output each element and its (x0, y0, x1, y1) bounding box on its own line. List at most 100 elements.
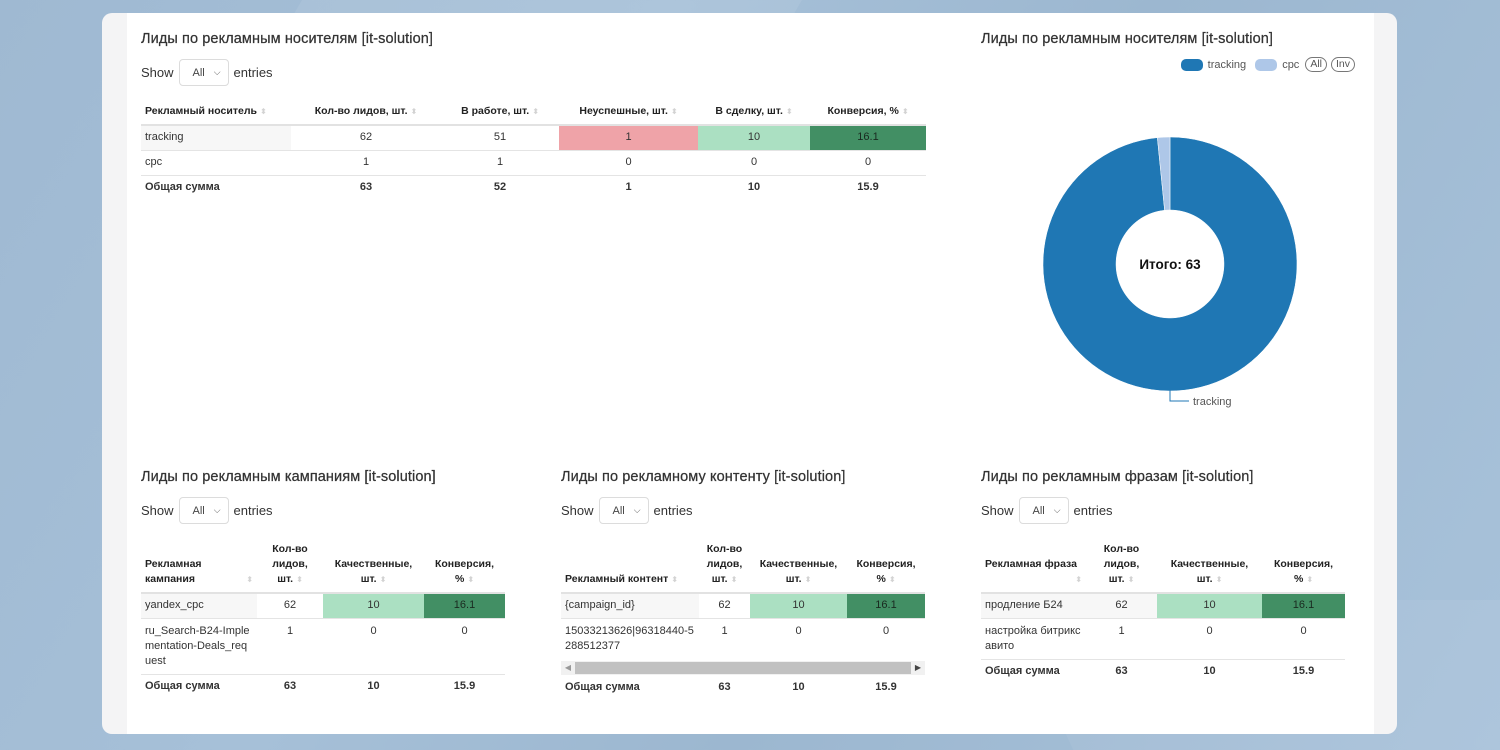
chevron-down-icon: ⌵ (633, 505, 641, 515)
sort-icon: ⬍ (1306, 575, 1314, 584)
column-header[interactable]: Рекламная фраза ⬍ (981, 538, 1086, 594)
cell: настройка битрикс авито (981, 618, 1086, 660)
table-row: cpc 1 1 0 0 0 (141, 150, 926, 176)
cell: 15.9 (453, 680, 476, 693)
slice-label-leader (1169, 390, 1189, 402)
sort-icon: ⬍ (1215, 575, 1223, 584)
content-table-footer: Общая сумма 63 10 15.9 (561, 675, 925, 700)
cell: yandex_cpc (141, 593, 257, 619)
table-row: {campaign_id} 62 10 16.1 (561, 593, 925, 619)
cell: 15.9 (875, 680, 897, 693)
legend-invert-button[interactable]: Inv (1330, 57, 1355, 72)
sort-icon: ⬍ (246, 575, 253, 584)
chevron-down-icon: ⌵ (213, 505, 221, 515)
cell: 16.1 (424, 593, 505, 619)
panel-title: Лиды по рекламным носителям [it-solution… (981, 31, 1274, 47)
column-header[interactable]: Кол-во лидов, шт. ⬍ (257, 538, 323, 594)
content-table-panel: Лиды по рекламному контенту [it-solution… (561, 469, 926, 700)
column-header[interactable]: Рекламный контент ⬍ (561, 538, 699, 594)
entries-label: entries (653, 503, 693, 518)
carriers-table-panel: Лиды по рекламным носителям [it-solution… (141, 31, 926, 200)
select-value: All (1032, 504, 1045, 517)
entries-select[interactable]: All ⌵ (598, 497, 649, 524)
legend-all-button[interactable]: All (1305, 57, 1327, 72)
sort-icon: ⬍ (410, 107, 418, 116)
table-row: ru_Search-B24-Implementation-Deals_reque… (141, 618, 505, 675)
sort-icon: ⬍ (671, 575, 678, 584)
cell: 15.9 (1292, 665, 1315, 678)
donut-slice-tracking[interactable] (1042, 136, 1298, 392)
cell: 1 (291, 150, 441, 176)
sort-icon: ⬍ (888, 575, 896, 584)
cell: 1 (441, 150, 559, 176)
page-length-control: Show All ⌵ entries (141, 59, 926, 86)
show-label: Show (981, 503, 1014, 518)
legend-swatch-cpc[interactable] (1255, 58, 1278, 71)
cell: Общая сумма (565, 680, 640, 693)
sort-icon: ⬍ (379, 575, 387, 584)
cell: 0 (795, 624, 802, 637)
horizontal-scrollbar[interactable]: ◀ ▶ (561, 660, 925, 675)
donut-slice-cpc[interactable] (1157, 136, 1171, 211)
cell: 16.1 (1262, 593, 1345, 619)
legend-swatch-tracking[interactable] (1180, 58, 1203, 71)
cell: 10 (1203, 665, 1216, 678)
cell: {campaign_id} (561, 593, 699, 619)
donut-center-label: Итого: 63 (1139, 257, 1201, 272)
cell: 62 (257, 593, 323, 619)
entries-label: entries (233, 503, 273, 518)
cell: tracking (141, 125, 291, 151)
column-header[interactable]: Кол-во лидов, шт. ⬍ (291, 100, 441, 126)
entries-select[interactable]: All ⌵ (178, 59, 229, 86)
column-header[interactable]: Рекламная кампания ⬍ (141, 538, 257, 594)
column-header[interactable]: Конверсия, % ⬍ (847, 538, 925, 594)
show-label: Show (561, 503, 594, 518)
cell: ru_Search-B24-Implementation-Deals_reque… (141, 618, 257, 675)
select-value: All (192, 504, 205, 517)
scrollbar-thumb[interactable] (575, 661, 911, 674)
cell: 1 (1086, 618, 1157, 660)
entries-select[interactable]: All ⌵ (1018, 497, 1069, 524)
cell: 16.1 (847, 593, 925, 619)
column-header[interactable]: Качественные, шт. ⬍ (750, 538, 847, 594)
column-header[interactable]: В сделку, шт. ⬍ (698, 100, 810, 126)
scroll-left-arrow-icon[interactable]: ◀ (564, 663, 572, 672)
dashboard-content: Лиды по рекламным носителям [it-solution… (127, 13, 1374, 734)
sort-icon: ⬍ (467, 575, 475, 584)
panel-title: Лиды по рекламным фразам [it-solution] (981, 469, 1254, 485)
column-header[interactable]: Конверсия, % ⬍ (424, 538, 505, 594)
column-header[interactable]: Кол-во лидов, шт. ⬍ (699, 538, 750, 594)
column-header[interactable]: Неуспешные, шт. ⬍ (559, 100, 698, 126)
column-header[interactable]: Кол-во лидов, шт. ⬍ (1086, 538, 1157, 594)
cell: 1 (559, 125, 698, 151)
cell: 62 (699, 593, 750, 619)
cell: Общая сумма (145, 680, 220, 693)
legend-label[interactable]: tracking (1207, 58, 1247, 71)
sort-icon: ⬍ (901, 107, 909, 116)
entries-label: entries (233, 65, 273, 80)
slice-label-tracking: tracking (1193, 396, 1232, 408)
table-row: yandex_cpc 62 10 16.1 (141, 593, 505, 619)
table-header-row: Рекламный контент ⬍ Кол-во лидов, шт. ⬍ Ка… (561, 538, 925, 594)
sort-icon: ⬍ (1127, 575, 1135, 584)
column-header[interactable]: В работе, шт. ⬍ (441, 100, 559, 126)
cell: 0 (323, 618, 424, 675)
table-row: продление Б24 62 10 16.1 (981, 593, 1345, 619)
column-header[interactable]: Конверсия, % ⬍ (1262, 538, 1345, 594)
cell: Общая сумма (985, 665, 1060, 678)
cell: 0 (810, 150, 926, 176)
column-header[interactable]: Качественные, шт. ⬍ (323, 538, 424, 594)
scroll-right-arrow-icon[interactable]: ▶ (914, 663, 922, 672)
sort-icon: ⬍ (785, 107, 793, 116)
entries-select[interactable]: All ⌵ (178, 497, 229, 524)
column-header[interactable]: Конверсия, % ⬍ (810, 100, 926, 126)
sort-icon: ⬍ (670, 107, 678, 116)
panel-title: Лиды по рекламным носителям [it-solution… (141, 31, 434, 47)
panel-title: Лиды по рекламным кампаниям [it-solution… (141, 469, 436, 485)
column-header[interactable]: Рекламный носитель ⬍ (141, 100, 291, 126)
total-row: Общая сумма 63 10 15.9 (141, 674, 505, 699)
cell: 0 (559, 150, 698, 176)
legend-label[interactable]: cpc (1282, 58, 1300, 71)
column-header[interactable]: Качественные, шт. ⬍ (1157, 538, 1262, 594)
select-value: All (612, 504, 625, 517)
